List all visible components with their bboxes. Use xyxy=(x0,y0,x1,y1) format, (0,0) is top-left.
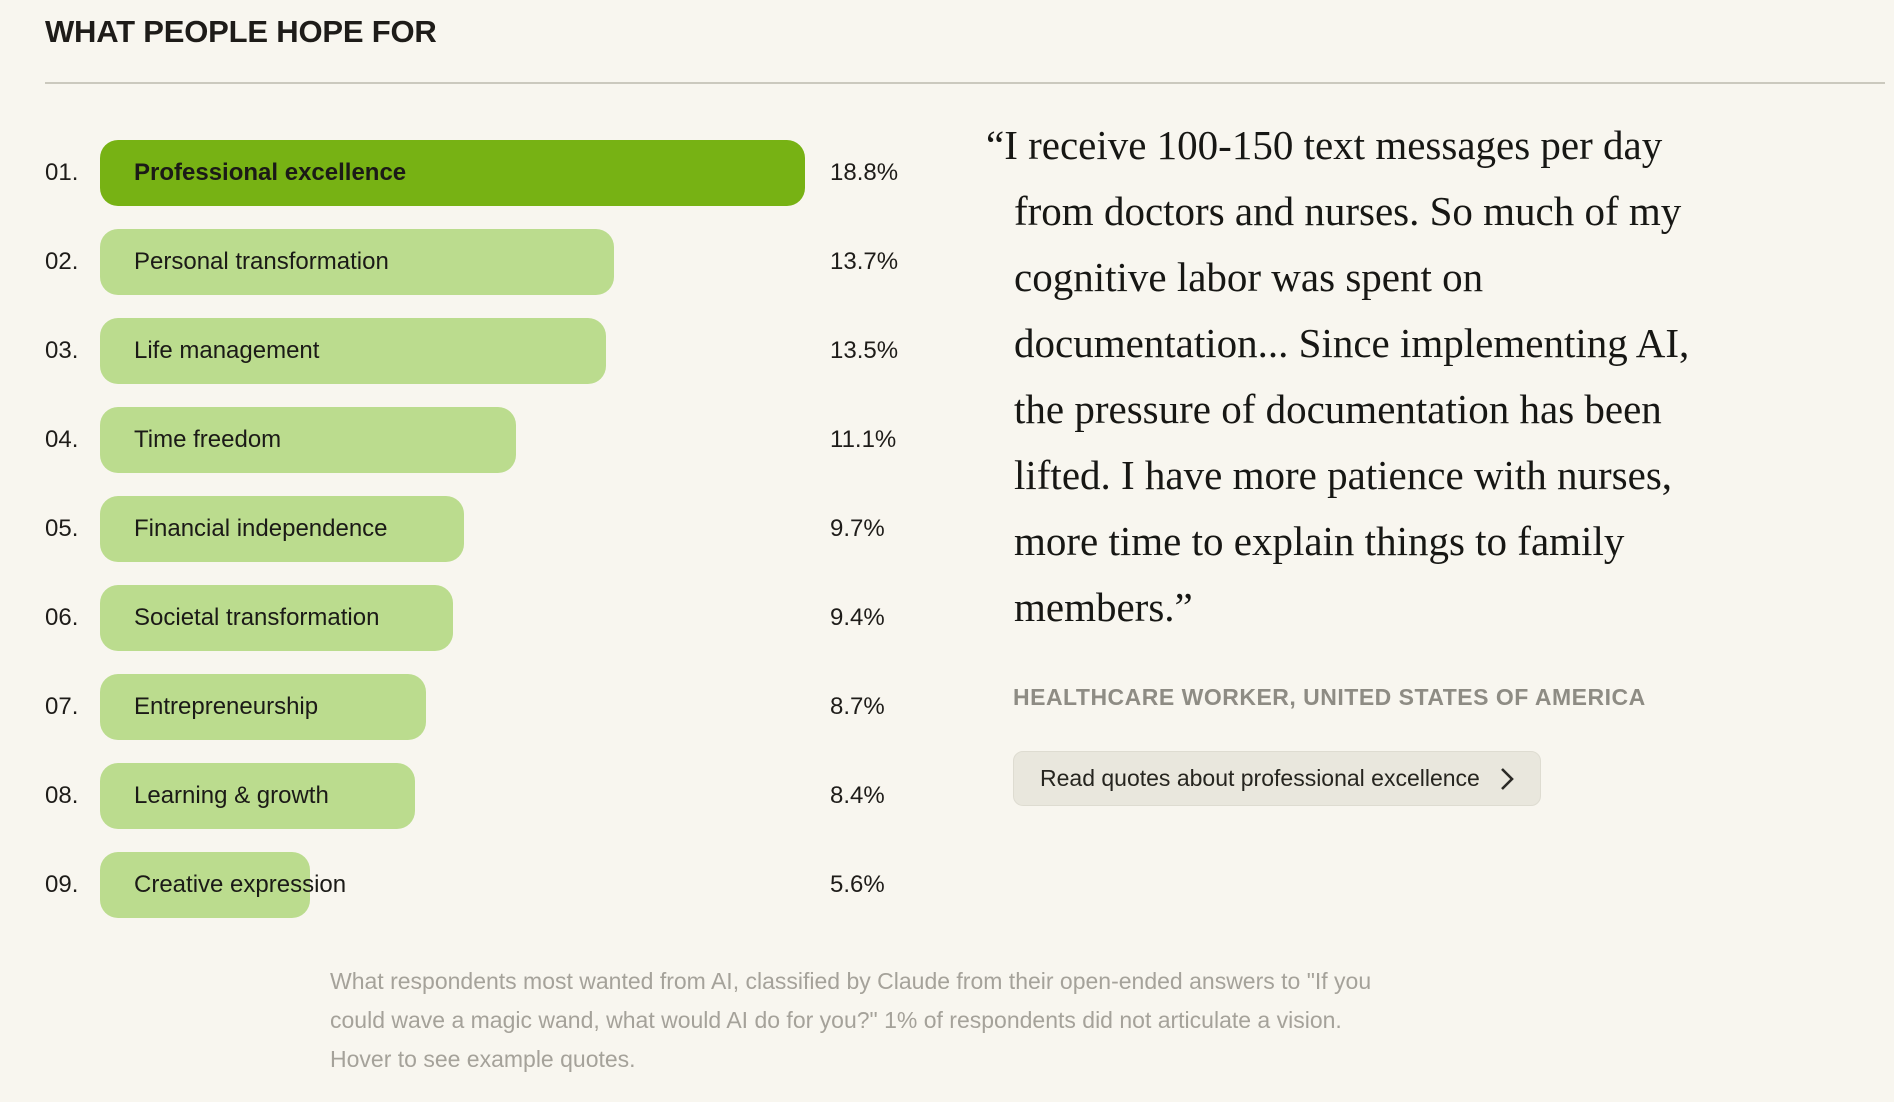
value-label: 5.6% xyxy=(830,871,885,898)
chart-row[interactable]: 07. Entrepreneurship 8.7% xyxy=(45,674,885,740)
chart-row[interactable]: 04. Time freedom 11.1% xyxy=(45,407,896,473)
category-bar[interactable]: Societal transformation xyxy=(100,585,453,651)
value-label: 18.8% xyxy=(830,159,899,186)
chart-row[interactable]: 09. Creative expression 5.6% xyxy=(45,852,885,918)
rank-label: 09. xyxy=(45,871,79,898)
rank-label: 07. xyxy=(45,693,79,720)
chart-row[interactable]: 01. Professional excellence 18.8% xyxy=(45,140,898,206)
category-bar[interactable]: Entrepreneurship xyxy=(100,674,427,740)
read-quotes-button-label: Read quotes about professional excellenc… xyxy=(1040,765,1480,791)
category-bar[interactable]: Personal transformation xyxy=(100,229,614,295)
rank-label: 02. xyxy=(45,248,79,275)
value-label: 13.7% xyxy=(830,248,899,275)
category-bar[interactable]: Life management xyxy=(100,318,607,384)
rank-label: 08. xyxy=(45,782,79,809)
chevron-right-icon xyxy=(1500,767,1514,790)
rank-label: 01. xyxy=(45,159,79,186)
rank-label: 04. xyxy=(45,426,79,453)
value-label: 8.7% xyxy=(830,693,885,720)
category-label: Professional excellence xyxy=(134,159,407,186)
category-label: Learning & growth xyxy=(134,782,329,809)
value-label: 9.4% xyxy=(830,604,885,631)
chart-row[interactable]: 03. Life management 13.5% xyxy=(45,318,898,384)
divider xyxy=(45,82,1885,84)
chart-footnote: What respondents most wanted from AI, cl… xyxy=(330,968,1372,1072)
value-label: 11.1% xyxy=(830,426,897,453)
category-bar[interactable]: Creative expression xyxy=(100,852,346,918)
value-label: 9.7% xyxy=(830,515,885,542)
category-label: Societal transformation xyxy=(134,604,380,631)
category-label: Time freedom xyxy=(134,426,282,453)
category-bar[interactable]: Learning & growth xyxy=(100,763,415,829)
read-quotes-button[interactable]: Read quotes about professional excellenc… xyxy=(1013,751,1541,806)
value-label: 13.5% xyxy=(830,337,899,364)
quote-attribution: HEALTHCARE WORKER, UNITED STATES OF AMER… xyxy=(1013,684,1646,710)
category-bar[interactable]: Financial independence xyxy=(100,496,464,562)
category-label: Creative expression xyxy=(134,871,347,898)
rank-label: 06. xyxy=(45,604,79,631)
page-title: WHAT PEOPLE HOPE FOR xyxy=(45,14,437,49)
category-label: Life management xyxy=(134,337,320,364)
chart-row[interactable]: 08. Learning & growth 8.4% xyxy=(45,763,885,829)
bar-list: 01. Professional excellence 18.8% 02. Pe… xyxy=(45,140,898,918)
category-label: Financial independence xyxy=(134,515,388,542)
value-label: 8.4% xyxy=(830,782,885,809)
quote-text: “I receive 100-150 text messages per day… xyxy=(986,122,1690,630)
category-label: Entrepreneurship xyxy=(134,693,319,720)
category-label: Personal transformation xyxy=(134,248,389,275)
rank-label: 05. xyxy=(45,515,79,542)
category-bar[interactable]: Time freedom xyxy=(100,407,517,473)
chart-row[interactable]: 06. Societal transformation 9.4% xyxy=(45,585,885,651)
rank-label: 03. xyxy=(45,337,79,364)
chart-row[interactable]: 05. Financial independence 9.7% xyxy=(45,496,885,562)
chart-row[interactable]: 02. Personal transformation 13.7% xyxy=(45,229,898,295)
category-bar[interactable]: Professional excellence xyxy=(100,140,805,206)
